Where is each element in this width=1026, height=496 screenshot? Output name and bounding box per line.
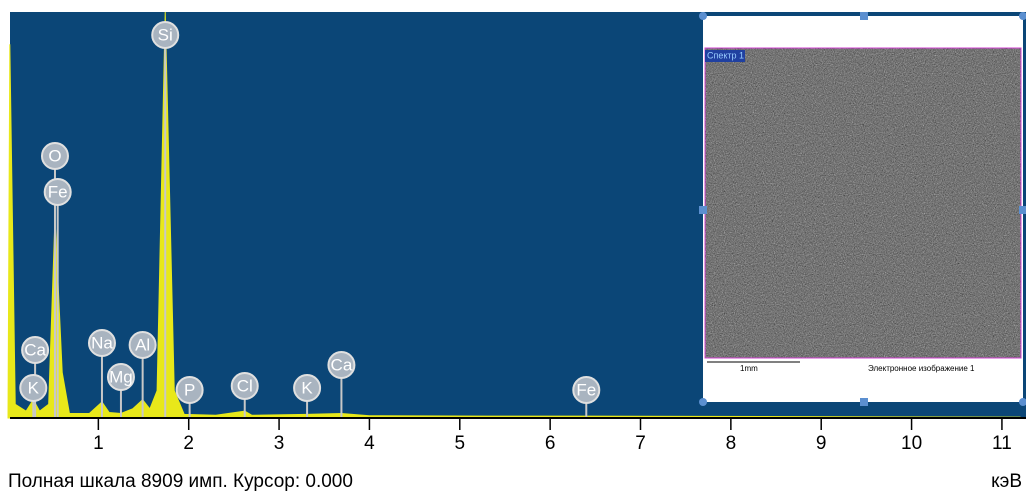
element-label: Na [87, 329, 116, 418]
label-text: O [48, 146, 61, 165]
label-badge [87, 329, 116, 357]
label-text: Fe [576, 380, 596, 399]
label-text: Mg [109, 367, 133, 386]
element-label: K [19, 374, 48, 418]
element-label: K [293, 374, 322, 418]
image-inset: Спектр 1 1mm Электронное изображение 1 [699, 12, 1026, 406]
x-tick-label: 2 [183, 433, 194, 454]
element-label: Fe [572, 376, 601, 418]
label-badge [106, 363, 135, 391]
element-label: Al [128, 331, 157, 418]
x-tick-label: 7 [635, 433, 646, 454]
element-label: Si [151, 21, 180, 418]
label-text: K [301, 378, 313, 397]
x-tick-label: 9 [816, 433, 827, 454]
label-badge [19, 374, 48, 402]
label-badge [151, 21, 180, 49]
label-badge [43, 178, 72, 206]
element-label: Fe [43, 178, 72, 418]
element-label: P [175, 376, 204, 418]
inset-tag-bg [705, 50, 745, 62]
inset-image [705, 48, 1021, 358]
x-tick-label: 8 [726, 433, 737, 454]
x-tick-label: 5 [454, 433, 465, 454]
footer: Полная шкала 8909 имп. Курсор: 0.000 [8, 471, 353, 492]
label-badge [21, 336, 50, 364]
x-tick-label: 6 [545, 433, 556, 454]
label-badge [175, 376, 204, 404]
label-text: K [28, 378, 40, 397]
label-badge [40, 142, 69, 170]
label-badge [572, 376, 601, 404]
handles [699, 12, 1026, 406]
label-text: Cl [237, 376, 253, 395]
element-label: Ca [327, 351, 356, 418]
element-label: Mg [106, 363, 135, 418]
label-text: Ca [24, 340, 46, 359]
inset-caption: Электронное изображение 1 [868, 364, 975, 373]
x-tick-label: 11 [992, 433, 1012, 454]
label-badge [128, 331, 157, 359]
label-text: P [184, 380, 195, 399]
label-badge [293, 374, 322, 402]
label-text: Ca [331, 355, 353, 374]
label-badge [230, 372, 259, 400]
inset-border [704, 47, 1022, 359]
spectrum-area [7, 11, 1021, 419]
label-text: Na [91, 333, 113, 352]
x-axis-label: кэВ [991, 471, 1022, 492]
label-text: Al [135, 335, 150, 354]
label-text: Fe [48, 182, 68, 201]
element-label: Cl [230, 372, 259, 418]
x-tick-label: 10 [901, 433, 922, 454]
x-tick-label: 1 [93, 433, 104, 454]
x-tick-label: 4 [364, 433, 375, 454]
inset-tag: Спектр 1 [707, 50, 744, 60]
label-badge [327, 351, 356, 379]
label-text: Si [158, 25, 173, 44]
inset-scale: 1mm [740, 364, 758, 373]
x-tick-label: 3 [274, 433, 285, 454]
